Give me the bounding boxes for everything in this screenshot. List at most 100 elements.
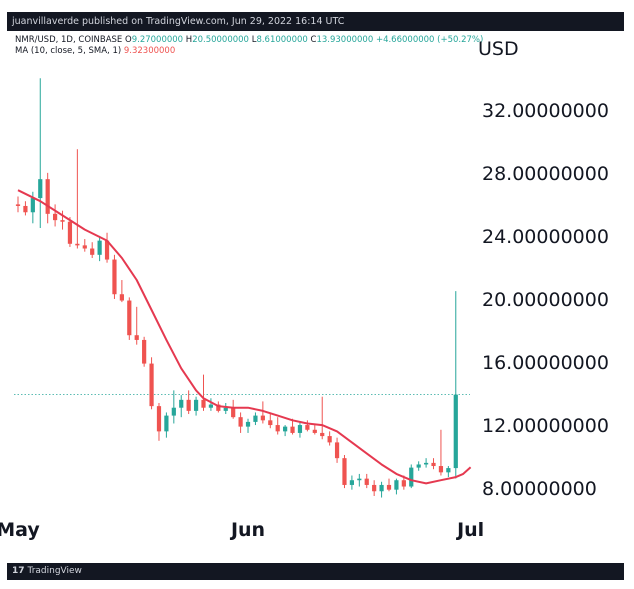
chart-frame: juanvillaverde published on TradingView.… [7, 12, 624, 580]
candle-body [275, 425, 280, 432]
candle-body [372, 484, 377, 492]
candle [245, 418, 251, 433]
candle [112, 254, 117, 299]
x-tick-label: Jun [229, 519, 265, 541]
candle-body [320, 432, 325, 437]
candle-body [38, 179, 43, 199]
candle [156, 402, 162, 441]
candle [342, 455, 347, 489]
candle [127, 297, 132, 340]
candle-body [231, 407, 236, 418]
candle-body [238, 417, 243, 427]
candle [334, 437, 340, 463]
candle [268, 412, 273, 429]
candle-body [45, 179, 50, 214]
chart-panel[interactable] [7, 31, 624, 563]
candle [60, 210, 65, 230]
candle-body [223, 407, 228, 411]
candle [208, 398, 214, 411]
candle-body [75, 243, 80, 246]
candle [283, 425, 288, 437]
candle [75, 149, 80, 249]
candle-body [156, 406, 162, 432]
candle-body [431, 462, 436, 467]
candle-body [342, 458, 347, 485]
candle [357, 473, 362, 487]
candle [193, 396, 199, 416]
legend-ma-value: 9.32300000 [123, 46, 176, 56]
candle [45, 172, 50, 224]
candle-body [208, 404, 214, 408]
x-axis: May Jun Jul [0, 519, 484, 541]
candle-body [104, 240, 110, 260]
candle [416, 461, 421, 471]
candle [238, 412, 243, 433]
candle [297, 421, 303, 438]
candle-body [379, 484, 384, 492]
candle [223, 402, 228, 415]
y-tick-label: 24.00000000 [482, 226, 609, 248]
y-tick-label: 16.00000000 [482, 352, 609, 374]
legend-ma-label: MA (10, close, 5, SMA, 1) [15, 46, 122, 56]
candle [82, 239, 87, 252]
published-text: juanvillaverde published on TradingView.… [12, 16, 345, 27]
candle [119, 280, 124, 303]
candle [446, 466, 451, 478]
candle-body [357, 478, 362, 481]
candle [305, 420, 310, 432]
tradingview-logo-icon: 17 [12, 566, 25, 576]
candle-body [334, 442, 340, 459]
candle-body [23, 205, 28, 213]
candle-body [386, 484, 392, 490]
candle-body [142, 339, 147, 364]
candle-body [438, 466, 444, 473]
candle [186, 390, 191, 415]
candle-body [201, 399, 206, 408]
candle [142, 336, 147, 367]
footer-bar: 17 TradingView [7, 563, 624, 580]
y-axis-unit: USD [478, 38, 519, 60]
legend-high: 20.50000000 [192, 35, 249, 45]
candle-body [134, 335, 139, 340]
y-tick-label: 12.00000000 [482, 415, 609, 437]
candle-body [164, 415, 169, 432]
candle-body [97, 240, 102, 255]
legend-high-label: H [185, 35, 193, 45]
candle [171, 390, 176, 424]
candle [201, 374, 206, 411]
candle-body [119, 294, 124, 301]
candle [424, 458, 429, 468]
y-tick-label: 20.00000000 [482, 289, 609, 311]
candle [231, 399, 236, 419]
candle-body [290, 426, 295, 433]
candle [372, 480, 377, 496]
legend-close-label: C [310, 35, 317, 45]
candle [349, 475, 354, 490]
candle-body [53, 213, 58, 221]
candle-body [260, 415, 265, 421]
candle [453, 291, 458, 479]
legend-low-label: L [251, 35, 257, 45]
candle-body [245, 421, 251, 427]
legend-open-label: O [125, 35, 132, 45]
candle-body [349, 480, 354, 485]
candle [90, 242, 95, 258]
candle [394, 478, 399, 495]
footer-brand: TradingView [27, 566, 82, 576]
candle-body [15, 204, 21, 206]
candle [386, 478, 392, 492]
candle [134, 306, 139, 345]
candle-body [179, 399, 184, 408]
legend-close: 13.93000000 [316, 35, 374, 45]
candle [320, 396, 325, 440]
legend-ohlc-row: NMR/USD, 1D, COINBASE O9.27000000 H20.50… [15, 35, 483, 46]
candle-body [424, 462, 429, 465]
candle [97, 235, 102, 262]
legend-ma-row: MA (10, close, 5, SMA, 1) 9.32300000 [15, 46, 483, 57]
candle [260, 401, 265, 424]
moving-average-group [17, 189, 472, 485]
candle-body [453, 394, 458, 469]
candle [67, 216, 73, 247]
candle-body [112, 259, 117, 295]
